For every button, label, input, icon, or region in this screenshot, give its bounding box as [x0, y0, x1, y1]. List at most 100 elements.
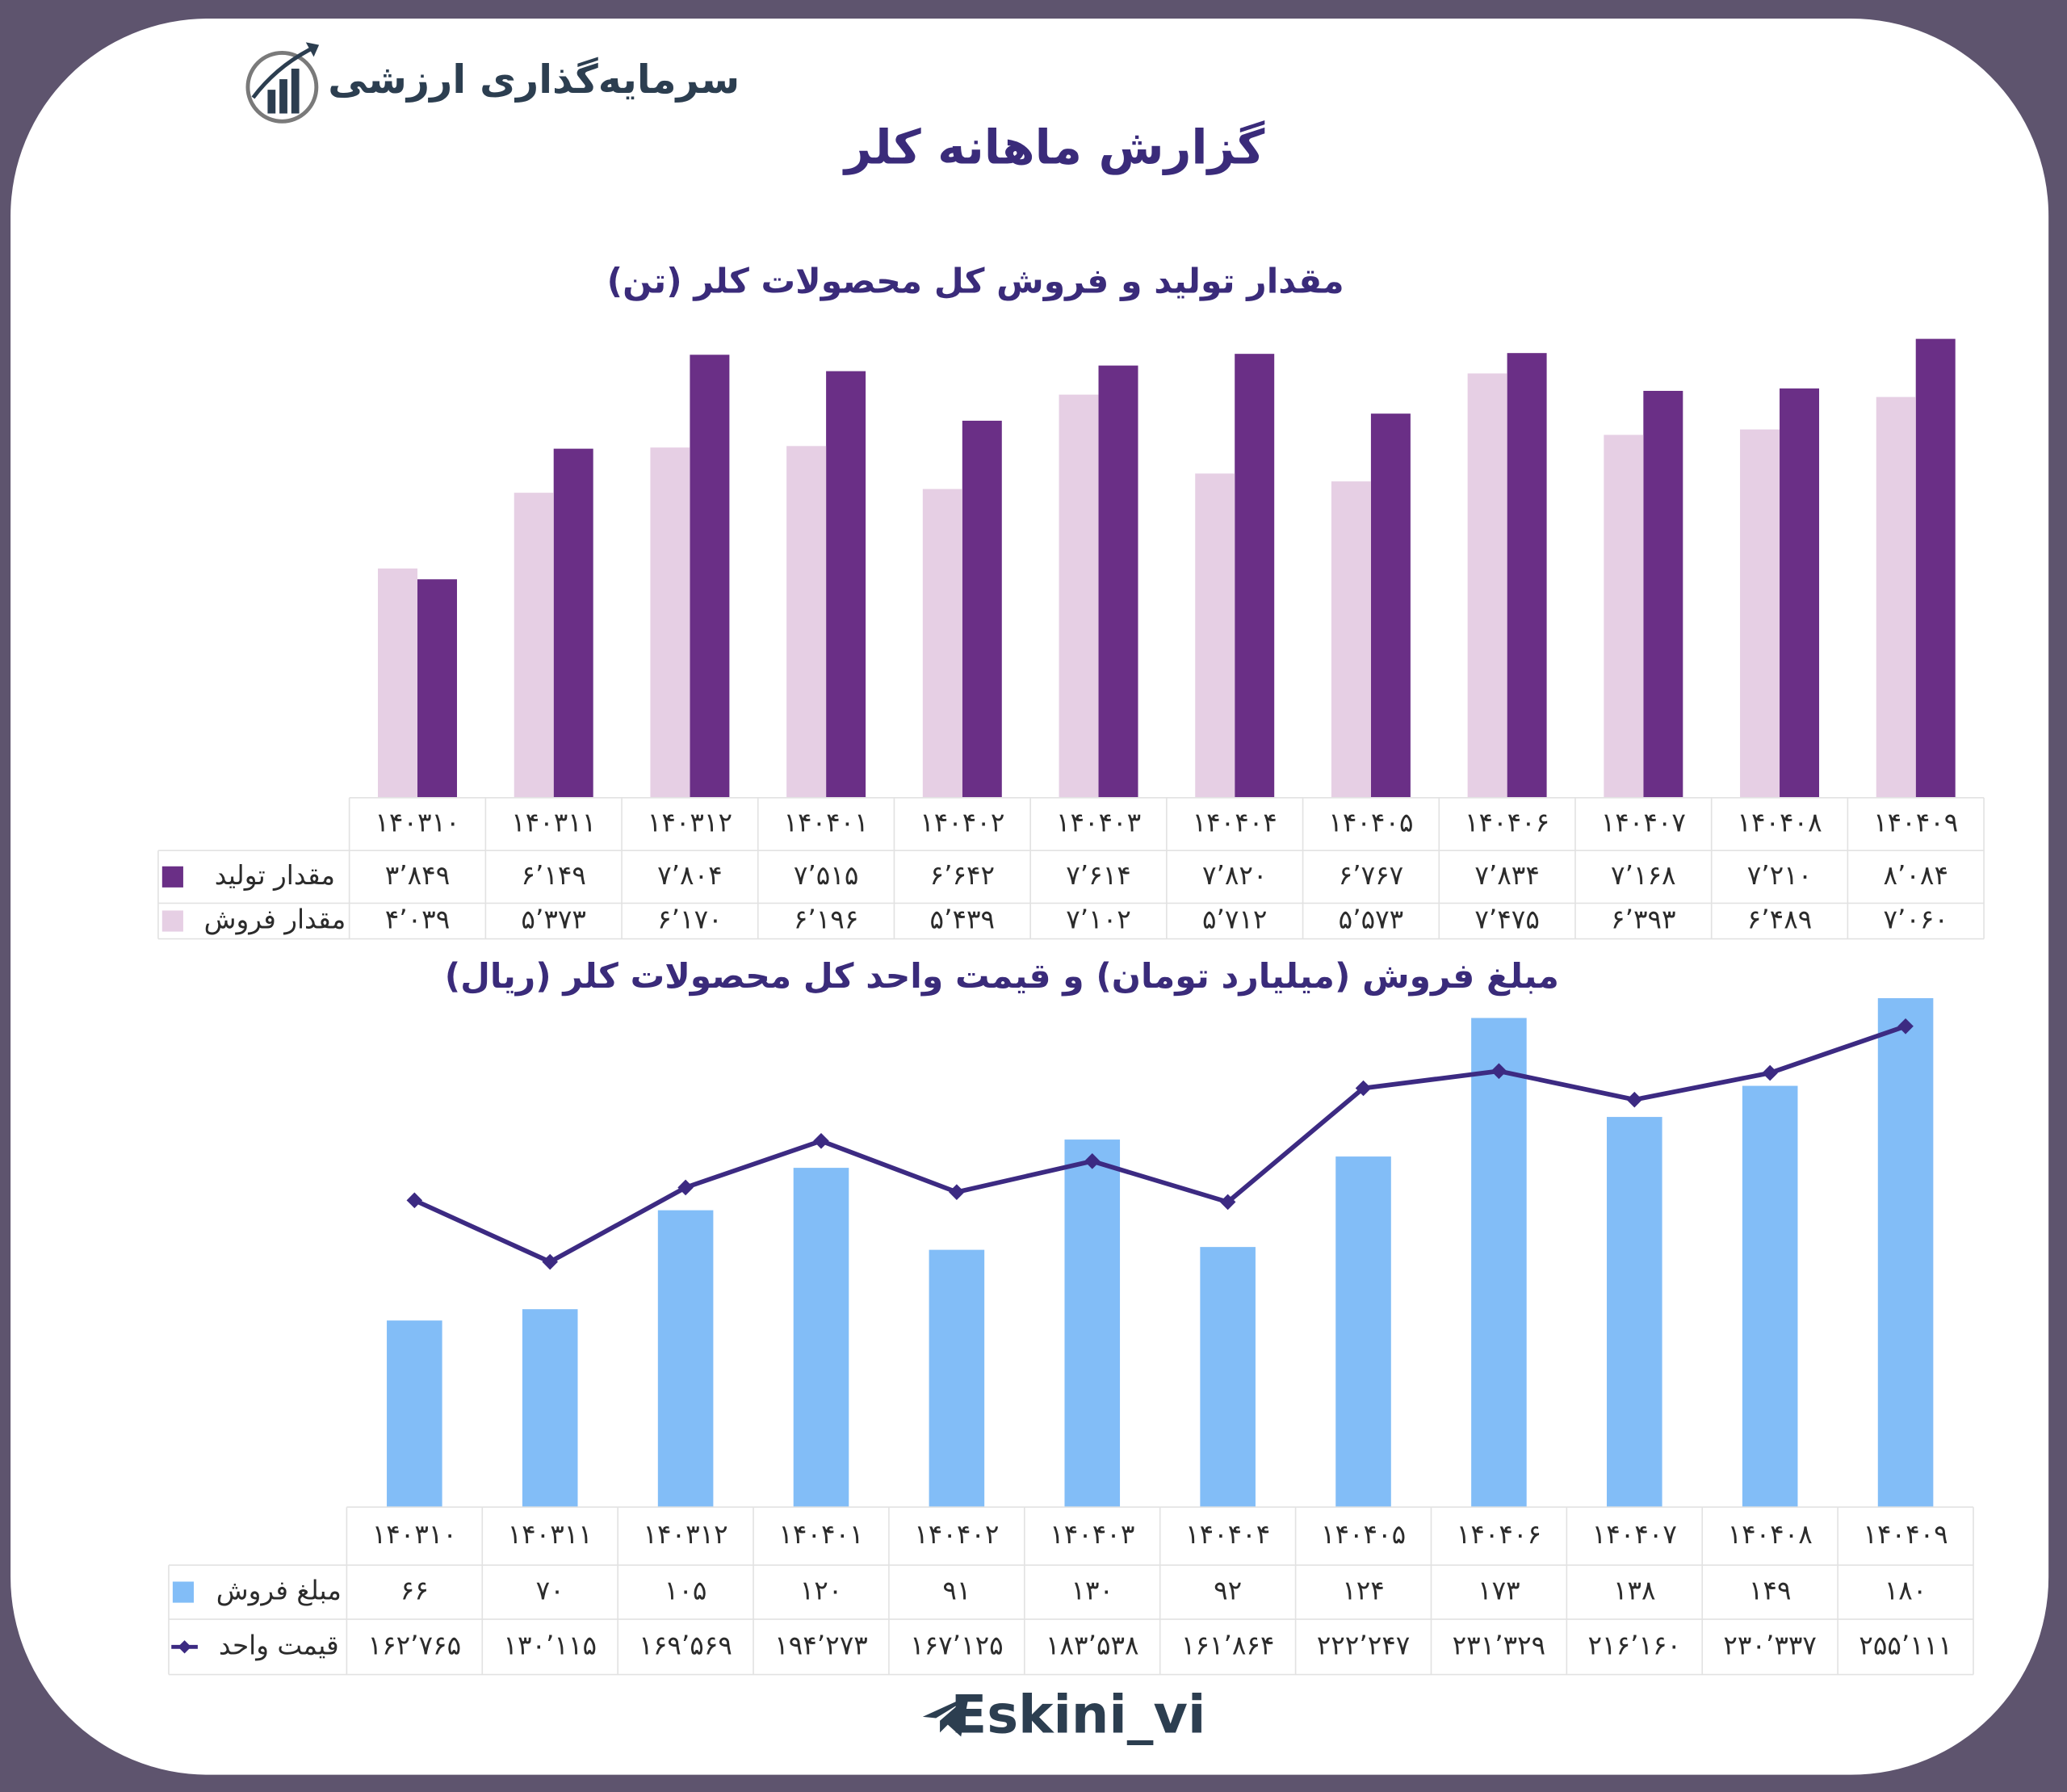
x-tick-label: ۱۴۰۴۰۱	[784, 808, 869, 838]
data-label: ۴٬۰۳۹	[385, 904, 451, 935]
data-label: ۱۳۸	[1613, 1576, 1656, 1606]
telegram-icon	[922, 1695, 969, 1737]
bar	[1471, 1018, 1527, 1508]
bar	[929, 1249, 985, 1508]
data-label: ۷۰	[536, 1576, 564, 1606]
data-label: ۵٬۳۷۳	[521, 904, 586, 935]
data-label: ۷٬۰۶۰	[1883, 904, 1948, 935]
x-tick-label: ۱۴۰۳۱۲	[648, 808, 732, 838]
line-marker	[1219, 1194, 1236, 1211]
brand: سرمایه‌گذاری ارزشی	[328, 57, 740, 103]
bar	[417, 579, 457, 798]
page-title: گزارش ماهانه کلر	[842, 119, 1265, 175]
data-label: ۶٬۱۴۹	[521, 860, 586, 891]
line-marker	[813, 1132, 829, 1149]
footer	[922, 1695, 969, 1737]
bar	[553, 448, 593, 798]
bar	[1643, 390, 1683, 798]
bar	[826, 371, 866, 798]
data-label: ۱۶۲٬۷۶۵	[368, 1630, 462, 1660]
data-label: ۶٬۶۴۲	[930, 860, 996, 891]
line-marker	[1762, 1064, 1778, 1081]
x-tick-label: ۱۴۰۴۰۸	[1737, 808, 1822, 838]
line-marker	[677, 1179, 694, 1196]
bar	[514, 493, 554, 798]
footer-handle: Eskini_vi	[951, 1685, 1206, 1746]
bar	[1064, 1139, 1121, 1508]
data-label: ۷٬۱۶۸	[1611, 860, 1676, 891]
x-tick-label: ۱۴۰۳۱۰	[375, 808, 459, 838]
data-label: ۲۵۵٬۱۱۱	[1859, 1630, 1952, 1660]
data-label: ۱۷۳	[1478, 1576, 1520, 1606]
legend-swatch	[172, 1581, 194, 1603]
bar	[793, 1168, 849, 1508]
bar	[786, 446, 827, 798]
data-label: ۶٬۷۶۷	[1339, 860, 1404, 891]
bar	[922, 489, 962, 798]
bar	[1467, 373, 1507, 798]
data-label: ۷٬۴۷۵	[1474, 904, 1540, 935]
data-label: ۷٬۸۲۰	[1202, 860, 1268, 891]
x-tick-label: ۱۴۰۴۰۹	[1873, 808, 1958, 838]
bar	[1331, 481, 1371, 798]
data-label: ۷٬۵۱۵	[794, 860, 859, 891]
data-label: ۵٬۵۷۳	[1339, 904, 1404, 935]
data-label: ۲۳۰٬۳۳۷	[1723, 1630, 1817, 1660]
bar	[1507, 353, 1547, 798]
line-marker	[1626, 1091, 1643, 1108]
x-tick-label: ۱۴۰۴۰۹	[1863, 1519, 1948, 1550]
x-tick-label: ۱۴۰۳۱۱	[511, 808, 596, 838]
x-tick-label: ۱۴۰۴۰۲	[914, 1519, 999, 1550]
data-label: ۱۶۹٬۵۶۹	[639, 1630, 732, 1660]
data-label: ۵٬۴۳۹	[930, 904, 996, 935]
data-label: ۱۴۹	[1749, 1576, 1792, 1606]
line-marker	[949, 1184, 965, 1200]
x-tick-label: ۱۴۰۴۰۲	[920, 808, 1004, 838]
data-label: ۱۳۰٬۱۱۵	[503, 1630, 597, 1660]
x-tick-label: ۱۴۰۴۰۳	[1050, 1519, 1134, 1550]
data-label: ۸٬۰۸۴	[1883, 860, 1948, 891]
bar	[657, 1210, 714, 1508]
bar	[1876, 397, 1916, 798]
bar	[1098, 365, 1138, 798]
data-label: ۷٬۸۰۴	[657, 860, 723, 891]
bar	[962, 420, 1002, 798]
bar	[1235, 354, 1275, 798]
data-label: ۷٬۸۳۴	[1474, 860, 1540, 891]
x-tick-label: ۱۴۰۴۰۷	[1592, 1519, 1677, 1550]
bar	[690, 355, 730, 798]
data-label: ۱۳۰	[1071, 1576, 1113, 1606]
x-tick-label: ۱۴۰۳۱۱	[508, 1519, 593, 1550]
logo	[245, 42, 320, 124]
bar	[1604, 434, 1644, 798]
bar	[1915, 338, 1956, 798]
bar	[1195, 473, 1235, 798]
legend-swatch	[161, 910, 183, 932]
bar	[1607, 1117, 1662, 1508]
data-label: ۷٬۶۱۴	[1066, 860, 1131, 891]
data-label: ۶٬۴۸۹	[1747, 904, 1813, 935]
legend-label: مقدار فروش	[204, 904, 346, 935]
data-label: ۷٬۱۰۲	[1066, 904, 1131, 935]
data-label: ۵٬۷۱۲	[1202, 904, 1268, 935]
data-label: ۱۰۵	[665, 1576, 707, 1606]
bar	[650, 447, 690, 798]
legend-label: مقدار تولید	[215, 860, 335, 891]
data-label: ۱۶۱٬۸۶۴	[1181, 1630, 1275, 1660]
x-tick-label: ۱۴۰۳۱۲	[644, 1519, 728, 1550]
data-label: ۹۲	[1214, 1576, 1242, 1606]
data-label: ۱۸۰	[1885, 1576, 1927, 1606]
chart-title: مبلغ فروش (میلیارد تومان) و قیمت واحد کل…	[445, 957, 1559, 997]
bar	[522, 1309, 578, 1508]
data-label: ۷٬۲۱۰	[1747, 860, 1813, 891]
data-label: ۶٬۱۷۰	[657, 904, 723, 935]
bar	[1877, 998, 1934, 1508]
data-label: ۱۲۴	[1342, 1576, 1385, 1606]
x-tick-label: ۱۴۰۴۰۶	[1465, 808, 1549, 838]
bar	[1370, 413, 1411, 798]
x-tick-label: ۱۴۰۳۱۰	[372, 1519, 457, 1550]
x-tick-label: ۱۴۰۴۰۳	[1056, 808, 1141, 838]
data-label: ۱۹۴٬۲۷۳	[774, 1630, 868, 1660]
chart-title: مقدار تولید و فروش کل محصولات کلر (تن)	[607, 262, 1344, 302]
